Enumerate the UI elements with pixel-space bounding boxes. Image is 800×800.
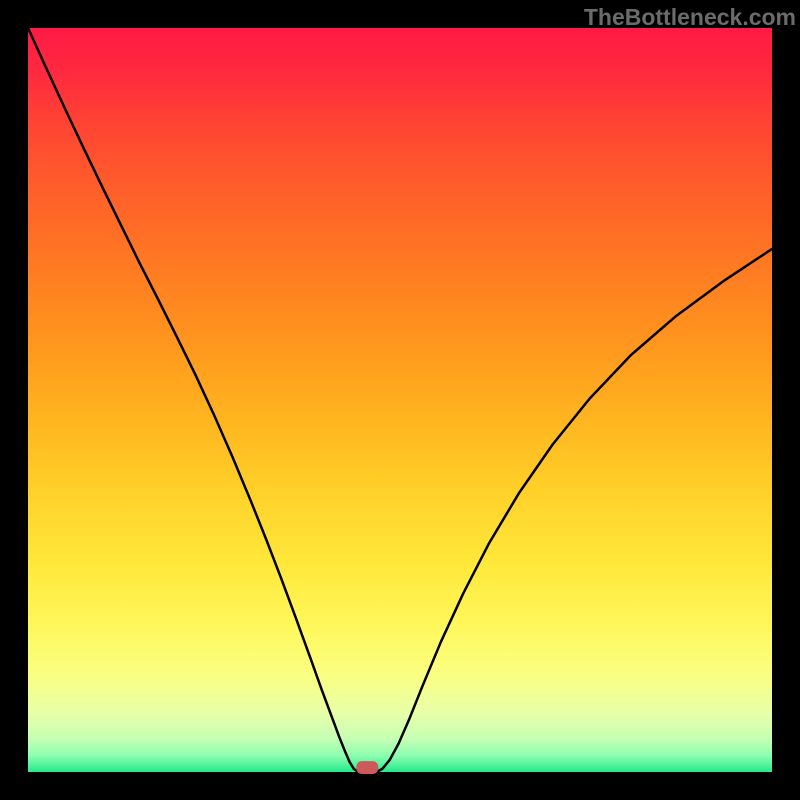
optimal-point-marker bbox=[357, 762, 378, 774]
chart-canvas bbox=[0, 0, 800, 800]
plot-background bbox=[28, 28, 772, 772]
watermark-text: TheBottleneck.com bbox=[584, 4, 796, 31]
